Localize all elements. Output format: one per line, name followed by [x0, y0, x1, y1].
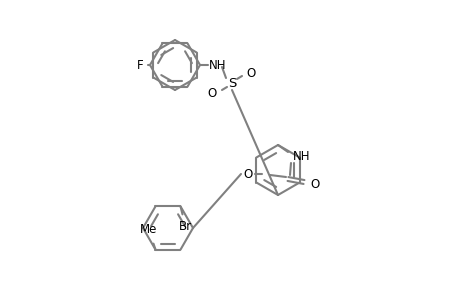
- Text: O: O: [243, 167, 252, 181]
- Text: F: F: [137, 58, 144, 71]
- Text: NH: NH: [208, 58, 226, 71]
- Text: O: O: [246, 67, 255, 80]
- Text: Br: Br: [179, 220, 192, 233]
- Text: NH: NH: [292, 151, 310, 164]
- Text: O: O: [309, 178, 319, 190]
- Text: O: O: [207, 86, 217, 100]
- Text: Me: Me: [140, 223, 157, 236]
- Text: S: S: [227, 76, 235, 89]
